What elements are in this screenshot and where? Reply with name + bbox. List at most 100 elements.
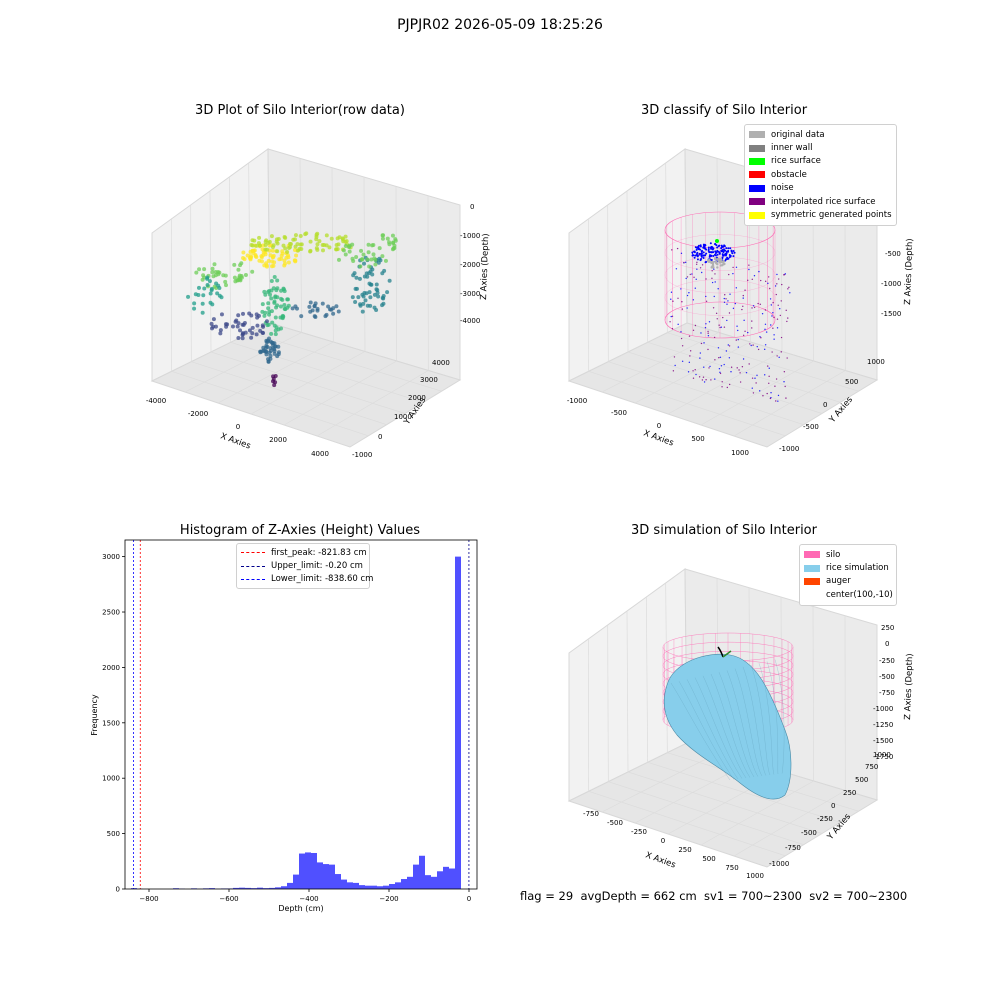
histogram-bar xyxy=(377,886,383,889)
point xyxy=(770,392,772,394)
point xyxy=(313,314,318,319)
point xyxy=(732,307,735,310)
point xyxy=(766,365,769,367)
point xyxy=(353,299,358,304)
z-tick: 0 xyxy=(470,203,474,211)
point xyxy=(718,324,720,326)
point xyxy=(343,234,348,239)
panel4-x-ticks: -750 -500 -250 0 250 500 750 1000 xyxy=(583,810,764,880)
point xyxy=(374,287,379,292)
point xyxy=(380,303,385,308)
point xyxy=(270,245,275,250)
point xyxy=(670,315,672,318)
point xyxy=(208,291,213,296)
point xyxy=(776,283,778,285)
point xyxy=(272,323,277,328)
histogram-bar xyxy=(383,885,389,889)
point xyxy=(720,246,723,249)
point xyxy=(292,237,297,242)
histogram-bar xyxy=(275,887,281,889)
panel1-grid xyxy=(170,158,442,437)
point xyxy=(240,336,245,341)
histogram-bar xyxy=(335,874,341,889)
point xyxy=(273,344,278,349)
point xyxy=(758,270,760,273)
point xyxy=(271,376,276,381)
point xyxy=(728,383,731,386)
tick-label: -1000 xyxy=(873,705,893,713)
point xyxy=(326,304,331,309)
point xyxy=(284,255,289,260)
point xyxy=(273,332,278,337)
point xyxy=(215,291,220,296)
tick-label: 0 xyxy=(885,640,889,648)
point xyxy=(780,300,782,302)
point xyxy=(276,237,281,242)
histogram-bar xyxy=(263,888,269,889)
panel2-z-ticks: 0 -500 -1000 -1500 xyxy=(881,220,901,318)
point xyxy=(201,293,206,298)
point xyxy=(707,348,709,351)
point xyxy=(728,273,730,276)
point xyxy=(248,254,253,259)
point xyxy=(714,273,716,275)
point xyxy=(766,392,768,395)
point xyxy=(781,283,783,286)
point xyxy=(270,248,275,253)
point xyxy=(719,257,723,261)
point xyxy=(359,248,364,253)
point xyxy=(372,305,377,310)
point xyxy=(364,291,369,296)
point xyxy=(774,285,777,287)
rice-surface-shape xyxy=(664,653,792,800)
point xyxy=(696,255,699,258)
y-tick: -1000 xyxy=(779,445,799,453)
z-tick: -1000 xyxy=(881,280,901,288)
point xyxy=(283,261,288,266)
y-tick: 1000 xyxy=(867,358,885,366)
point xyxy=(760,279,762,282)
point xyxy=(293,244,298,249)
point xyxy=(380,233,385,238)
point xyxy=(212,262,217,267)
point xyxy=(709,365,711,368)
point xyxy=(260,247,265,252)
point xyxy=(293,259,298,264)
point xyxy=(320,248,325,253)
tick-label: 1000 xyxy=(873,751,891,759)
point xyxy=(269,278,274,283)
point xyxy=(280,249,285,254)
point xyxy=(241,311,246,316)
histogram-bar xyxy=(401,879,407,889)
point xyxy=(324,233,329,238)
point xyxy=(255,323,260,328)
y-tick: 3000 xyxy=(420,376,438,384)
point xyxy=(713,295,715,298)
panel1-zlabel: Z Axies (Depth) xyxy=(479,233,491,300)
point xyxy=(691,273,693,275)
point xyxy=(680,337,683,340)
point xyxy=(764,280,767,283)
x-tick-label: −200 xyxy=(379,895,398,903)
point xyxy=(250,325,255,330)
point xyxy=(757,302,759,305)
point xyxy=(742,297,744,299)
point xyxy=(683,262,685,264)
point xyxy=(375,290,380,295)
point xyxy=(262,313,267,318)
point xyxy=(283,307,288,312)
point xyxy=(720,260,723,263)
point xyxy=(744,330,746,333)
point xyxy=(275,303,280,308)
point xyxy=(238,278,243,283)
point xyxy=(735,287,738,289)
point xyxy=(264,319,269,324)
point xyxy=(734,302,737,305)
tick-label: -1500 xyxy=(873,737,893,745)
histogram-bar xyxy=(233,887,239,889)
point xyxy=(770,304,773,306)
point xyxy=(726,386,729,389)
point xyxy=(689,273,691,276)
panel2-y-ticks: -1000 -500 0 500 1000 xyxy=(779,358,885,453)
point xyxy=(344,239,349,244)
